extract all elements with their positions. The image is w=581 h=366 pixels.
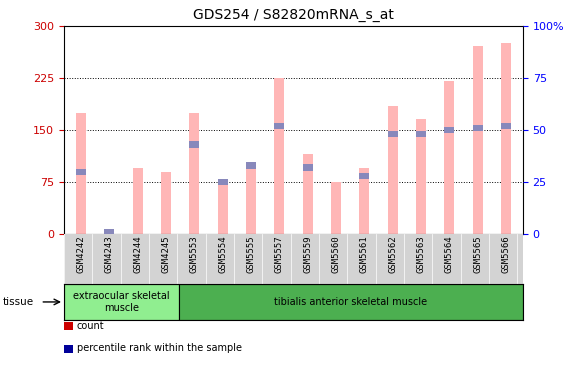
- Bar: [331, 182, 341, 234]
- Bar: [76, 113, 86, 234]
- Text: GSM5561: GSM5561: [360, 236, 369, 273]
- Text: GSM4245: GSM4245: [162, 236, 170, 273]
- Bar: [104, 232, 114, 234]
- Bar: [472, 125, 483, 131]
- Text: GSM5554: GSM5554: [218, 236, 227, 273]
- Bar: [161, 172, 171, 234]
- Text: GSM5564: GSM5564: [444, 236, 454, 273]
- Bar: [218, 179, 228, 234]
- Bar: [388, 105, 397, 234]
- Bar: [104, 229, 114, 235]
- Bar: [179, 284, 523, 320]
- Bar: [246, 165, 256, 234]
- Bar: [501, 43, 511, 234]
- Bar: [444, 81, 454, 234]
- Bar: [218, 179, 228, 185]
- Text: GSM4243: GSM4243: [105, 236, 114, 273]
- Text: GSM4242: GSM4242: [77, 236, 85, 273]
- Bar: [416, 131, 426, 137]
- Title: GDS254 / S82820mRNA_s_at: GDS254 / S82820mRNA_s_at: [193, 8, 394, 22]
- Bar: [303, 164, 313, 171]
- Bar: [189, 113, 199, 234]
- Text: percentile rank within the sample: percentile rank within the sample: [77, 343, 242, 354]
- Text: GSM5553: GSM5553: [190, 236, 199, 273]
- Text: GSM5566: GSM5566: [501, 236, 510, 273]
- Bar: [64, 284, 179, 320]
- Text: tissue: tissue: [3, 297, 34, 307]
- Text: GSM5555: GSM5555: [246, 236, 256, 273]
- Text: GSM5563: GSM5563: [417, 236, 425, 273]
- Bar: [416, 119, 426, 234]
- Text: GSM5565: GSM5565: [473, 236, 482, 273]
- Text: tibialis anterior skeletal muscle: tibialis anterior skeletal muscle: [274, 297, 428, 307]
- Text: GSM5559: GSM5559: [303, 236, 312, 273]
- Bar: [76, 168, 86, 175]
- Text: GSM5562: GSM5562: [388, 236, 397, 273]
- Bar: [388, 131, 397, 137]
- Text: GSM4244: GSM4244: [133, 236, 142, 273]
- Text: count: count: [77, 321, 105, 331]
- Bar: [246, 162, 256, 168]
- Text: extraocular skeletal
muscle: extraocular skeletal muscle: [73, 291, 170, 313]
- Bar: [472, 46, 483, 234]
- Bar: [132, 168, 142, 234]
- Bar: [189, 141, 199, 147]
- Bar: [359, 168, 369, 234]
- Bar: [303, 154, 313, 234]
- Text: GSM5560: GSM5560: [331, 236, 340, 273]
- Bar: [444, 127, 454, 133]
- Bar: [359, 173, 369, 179]
- Text: GSM5557: GSM5557: [275, 236, 284, 273]
- Bar: [274, 78, 284, 234]
- Bar: [501, 123, 511, 129]
- Bar: [274, 123, 284, 129]
